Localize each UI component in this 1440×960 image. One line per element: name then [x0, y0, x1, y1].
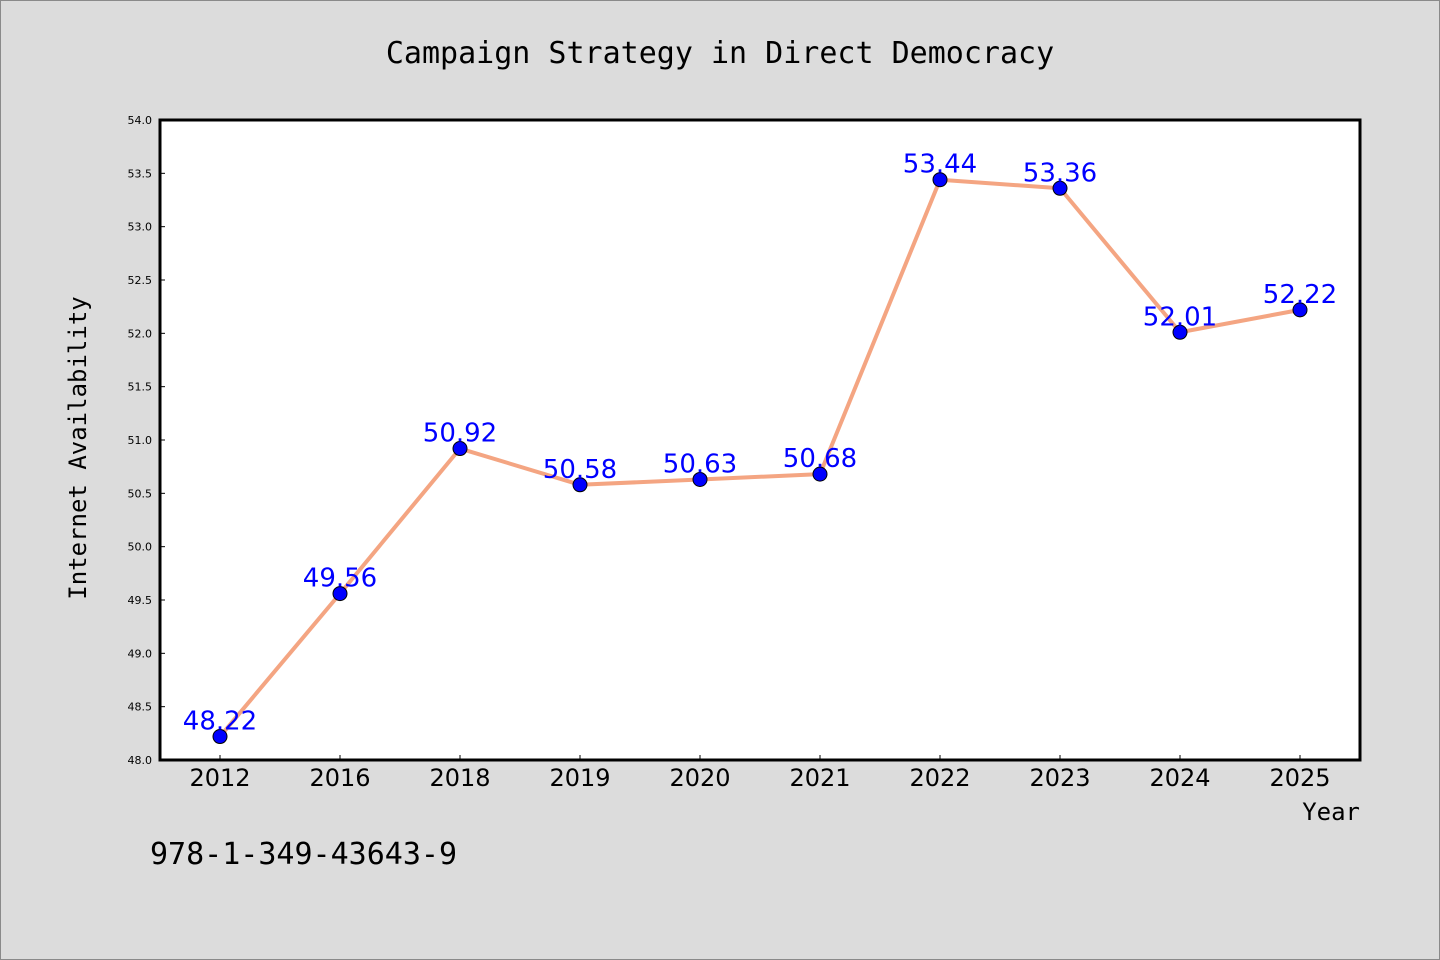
y-axis-ticks: 48.0 48.5 49.0 49.5 50.0 50.5 51.0 51.5 52.0 52.5… — [128, 114, 165, 767]
x-tick-label: 2021 — [789, 764, 850, 792]
x-tick-label: 2023 — [1029, 764, 1090, 792]
x-axis-label: Year — [1302, 798, 1360, 826]
data-label: 49.56 — [303, 564, 377, 594]
y-tick-label: 54.0 — [128, 114, 153, 127]
x-tick-label: 2025 — [1269, 764, 1330, 792]
data-label: 53.44 — [903, 150, 977, 180]
series-line-group — [218, 177, 1301, 738]
series-line — [218, 177, 1301, 738]
data-label: 53.36 — [1023, 158, 1097, 188]
x-tick-label: 2024 — [1149, 764, 1210, 792]
x-tick-label: 2016 — [309, 764, 370, 792]
y-tick-label: 49.0 — [128, 647, 153, 660]
data-point — [1172, 324, 1188, 340]
data-label: 50.68 — [783, 444, 857, 474]
x-axis-ticks: 2012 2016 2018 2019 2020 2021 2022 2023 2024 2025 — [189, 755, 1331, 792]
y-tick-label: 49.5 — [128, 594, 153, 607]
x-tick-label: 2019 — [549, 764, 610, 792]
data-label: 50.92 — [423, 419, 497, 449]
x-tick-label: 2022 — [909, 764, 970, 792]
x-tick-label: 2012 — [189, 764, 250, 792]
data-point — [932, 172, 948, 188]
data-label: 50.63 — [663, 449, 737, 479]
data-point — [692, 471, 708, 487]
data-label: 50.58 — [543, 455, 617, 485]
y-tick-label: 51.5 — [128, 381, 153, 394]
data-point — [1292, 302, 1308, 318]
y-tick-label: 48.0 — [128, 754, 153, 767]
y-axis-label: Internet Availability — [64, 296, 92, 599]
y-tick-label: 50.5 — [128, 487, 153, 500]
y-tick-label: 53.0 — [128, 221, 153, 234]
data-label: 52.22 — [1263, 280, 1337, 310]
data-label: 48.22 — [183, 707, 257, 737]
chart-title: Campaign Strategy in Direct Democracy — [386, 36, 1054, 71]
y-tick-label: 52.5 — [128, 274, 153, 287]
data-point — [812, 466, 828, 482]
y-tick-label: 48.5 — [128, 701, 153, 714]
x-tick-label: 2018 — [429, 764, 490, 792]
data-point — [452, 441, 468, 457]
y-tick-label: 51.0 — [128, 434, 153, 447]
x-tick-label: 2020 — [669, 764, 730, 792]
plot-area — [158, 118, 1362, 762]
data-labels: 48.22 49.56 50.92 50.58 50.63 50.68 53.44 53.36… — [183, 150, 1337, 737]
footer-note: 978-1-349-43643-9 — [150, 837, 457, 872]
data-point — [212, 729, 228, 745]
y-tick-label: 53.5 — [128, 167, 153, 180]
y-tick-label: 52.0 — [128, 327, 153, 340]
data-point — [332, 586, 348, 602]
data-point — [1052, 180, 1068, 196]
data-label: 52.01 — [1143, 302, 1217, 332]
data-markers — [212, 172, 1308, 745]
data-point — [572, 477, 588, 493]
y-tick-label: 50.0 — [128, 541, 153, 554]
